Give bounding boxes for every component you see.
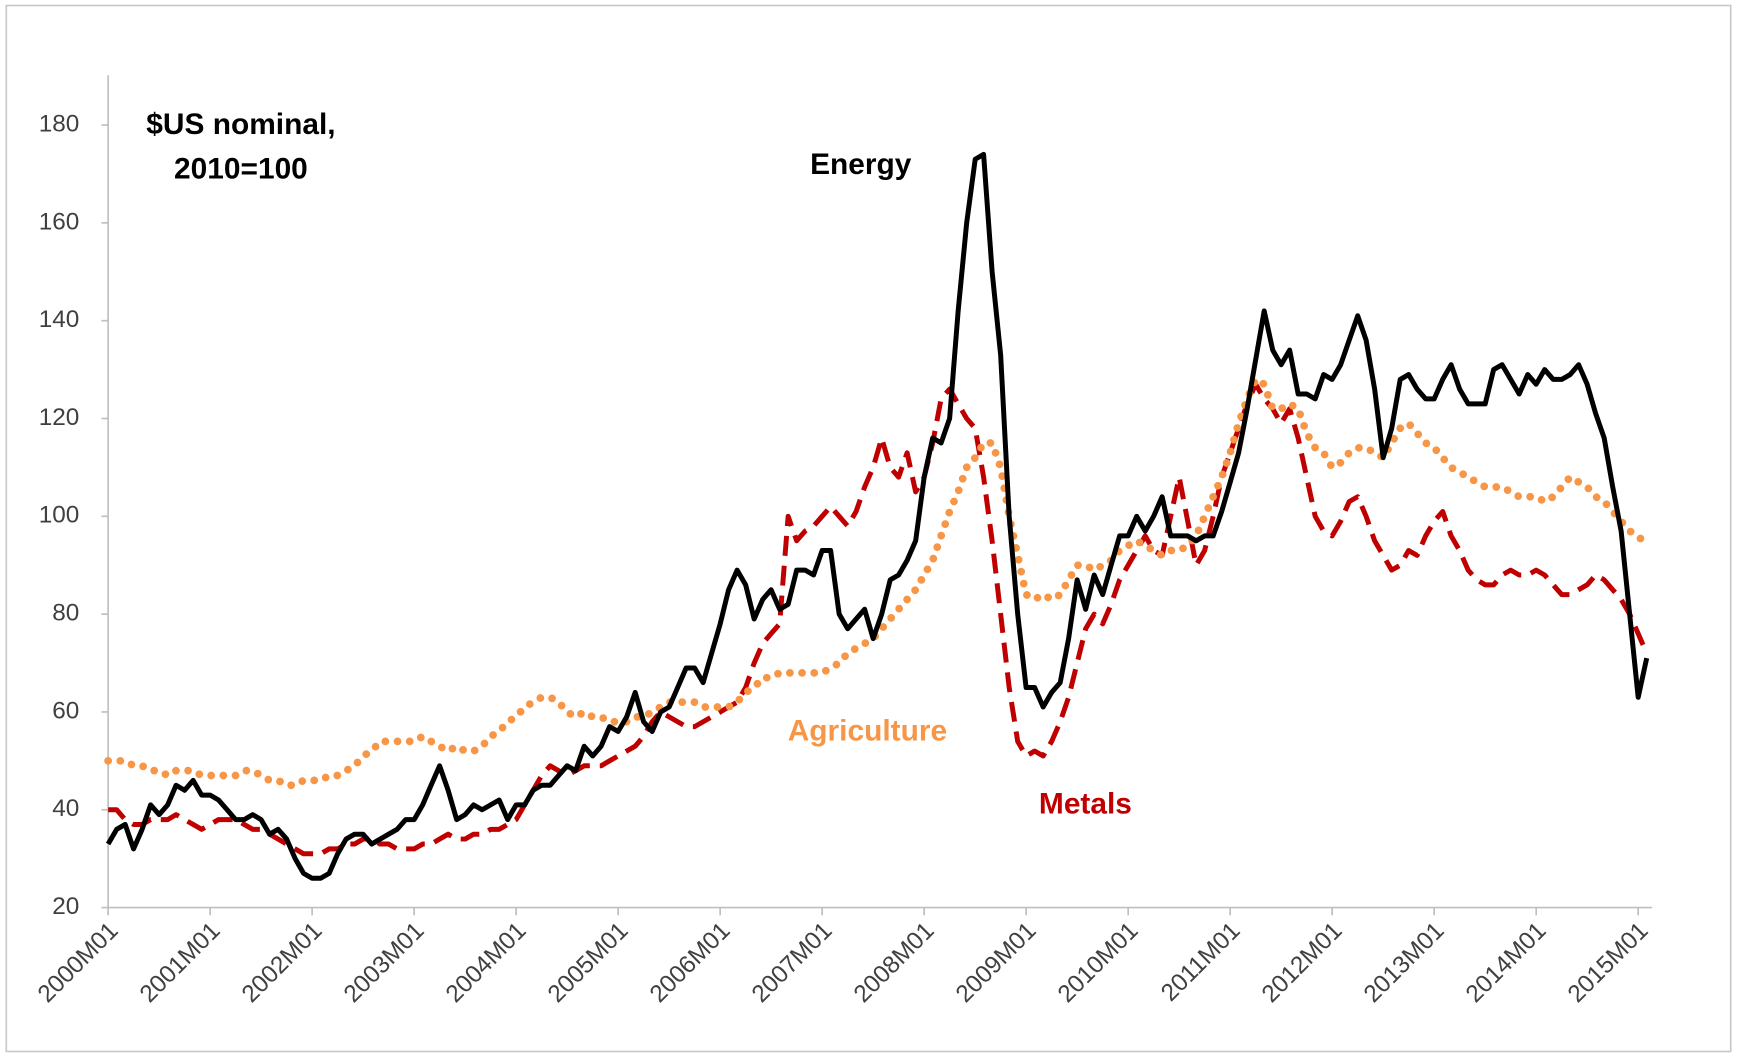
- y-tick-label: 140: [39, 306, 80, 333]
- y-tick-label: 120: [39, 404, 80, 431]
- annotation: $US nominal,: [146, 108, 335, 141]
- y-tick-label: 100: [39, 502, 80, 529]
- series-line: [105, 151, 1650, 881]
- y-tick-label: 40: [52, 795, 79, 822]
- y-tick-label: 80: [52, 600, 79, 627]
- y-tick-label: 160: [39, 208, 80, 235]
- y-tick-label: 20: [52, 893, 79, 920]
- series-label: Agriculture: [788, 715, 947, 748]
- annotation: 2010=100: [174, 152, 308, 185]
- y-tick-label: 180: [39, 110, 80, 137]
- plot-area: [108, 75, 1653, 909]
- y-tick-label: 60: [52, 697, 79, 724]
- series-label: Energy: [810, 148, 912, 181]
- series-label: Metals: [1039, 788, 1132, 821]
